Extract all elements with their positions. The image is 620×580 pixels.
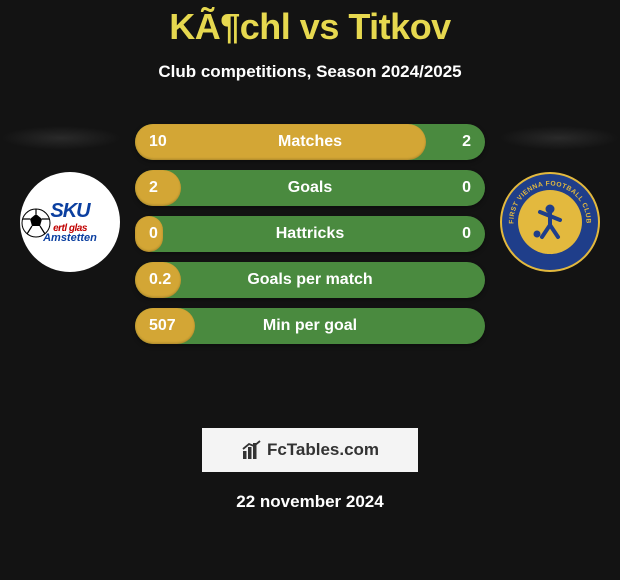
- stat-row: 2Goals0: [135, 170, 485, 206]
- stat-label: Min per goal: [135, 317, 485, 335]
- badge-right-bottom-text: 1894: [542, 246, 559, 256]
- stat-label: Hattricks: [135, 225, 485, 243]
- badge-left-main-text: SKU: [43, 200, 97, 223]
- team-badge-right: FIRST VIENNA FOOTBALL CLUB 1894: [500, 172, 600, 272]
- stat-row: 507Min per goal: [135, 308, 485, 344]
- player-figure-icon: [530, 202, 570, 242]
- stat-row: 0Hattricks0: [135, 216, 485, 252]
- stat-right-value: 2: [462, 133, 471, 151]
- stat-label: Matches: [135, 133, 485, 151]
- stat-right-value: 0: [462, 225, 471, 243]
- comparison-content: SKU ertl glas Amstetten FIRST VIENNA FOO…: [0, 124, 620, 414]
- soccer-ball-icon: [21, 208, 51, 238]
- stat-label: Goals: [135, 179, 485, 197]
- date-text: 22 november 2024: [0, 492, 620, 512]
- badge-right-outer: FIRST VIENNA FOOTBALL CLUB 1894: [500, 172, 600, 272]
- svg-text:1894: 1894: [542, 246, 559, 256]
- stat-label: Goals per match: [135, 271, 485, 289]
- shadow-right: [499, 126, 619, 150]
- badge-left-circle: SKU ertl glas Amstetten: [20, 172, 120, 272]
- shadow-left: [1, 126, 121, 150]
- stat-right-value: 0: [462, 179, 471, 197]
- brand-chart-icon: [241, 439, 263, 461]
- stat-row: 0.2Goals per match: [135, 262, 485, 298]
- brand-box: FcTables.com: [202, 428, 418, 472]
- team-badge-left: SKU ertl glas Amstetten: [20, 172, 120, 272]
- stat-bars: 10Matches22Goals00Hattricks00.2Goals per…: [135, 124, 485, 354]
- stat-row: 10Matches2: [135, 124, 485, 160]
- page-title: KÃ¶chl vs Titkov: [0, 0, 620, 48]
- brand-text: FcTables.com: [267, 440, 379, 460]
- page-subtitle: Club competitions, Season 2024/2025: [0, 62, 620, 82]
- badge-left-banner-text: Amstetten: [43, 232, 97, 244]
